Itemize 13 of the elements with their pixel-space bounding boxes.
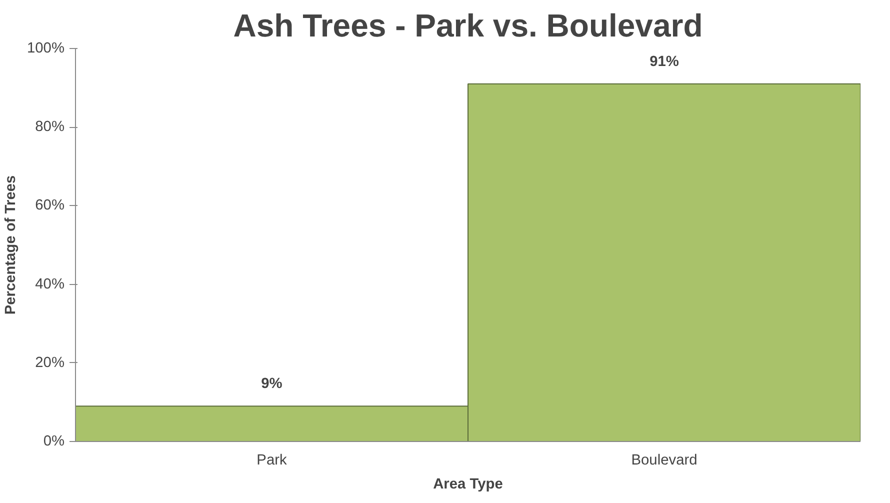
y-tick-label: 20% (35, 354, 65, 371)
y-tick-label: 0% (43, 434, 65, 450)
data-label: 9% (261, 376, 282, 392)
chart-title: Ash Trees - Park vs. Boulevard (233, 8, 703, 44)
y-tick-label: 100% (27, 40, 65, 56)
data-label: 91% (650, 54, 679, 70)
x-tick-label: Park (256, 452, 288, 468)
y-tick-label: 40% (35, 276, 65, 292)
y-tick-label: 80% (35, 119, 65, 136)
x-tick-label: Boulevard (631, 452, 698, 468)
x-axis-title: Area Type (433, 476, 503, 492)
y-tick-label: 60% (35, 198, 65, 214)
y-axis-title: Percentage of Trees (3, 175, 20, 315)
